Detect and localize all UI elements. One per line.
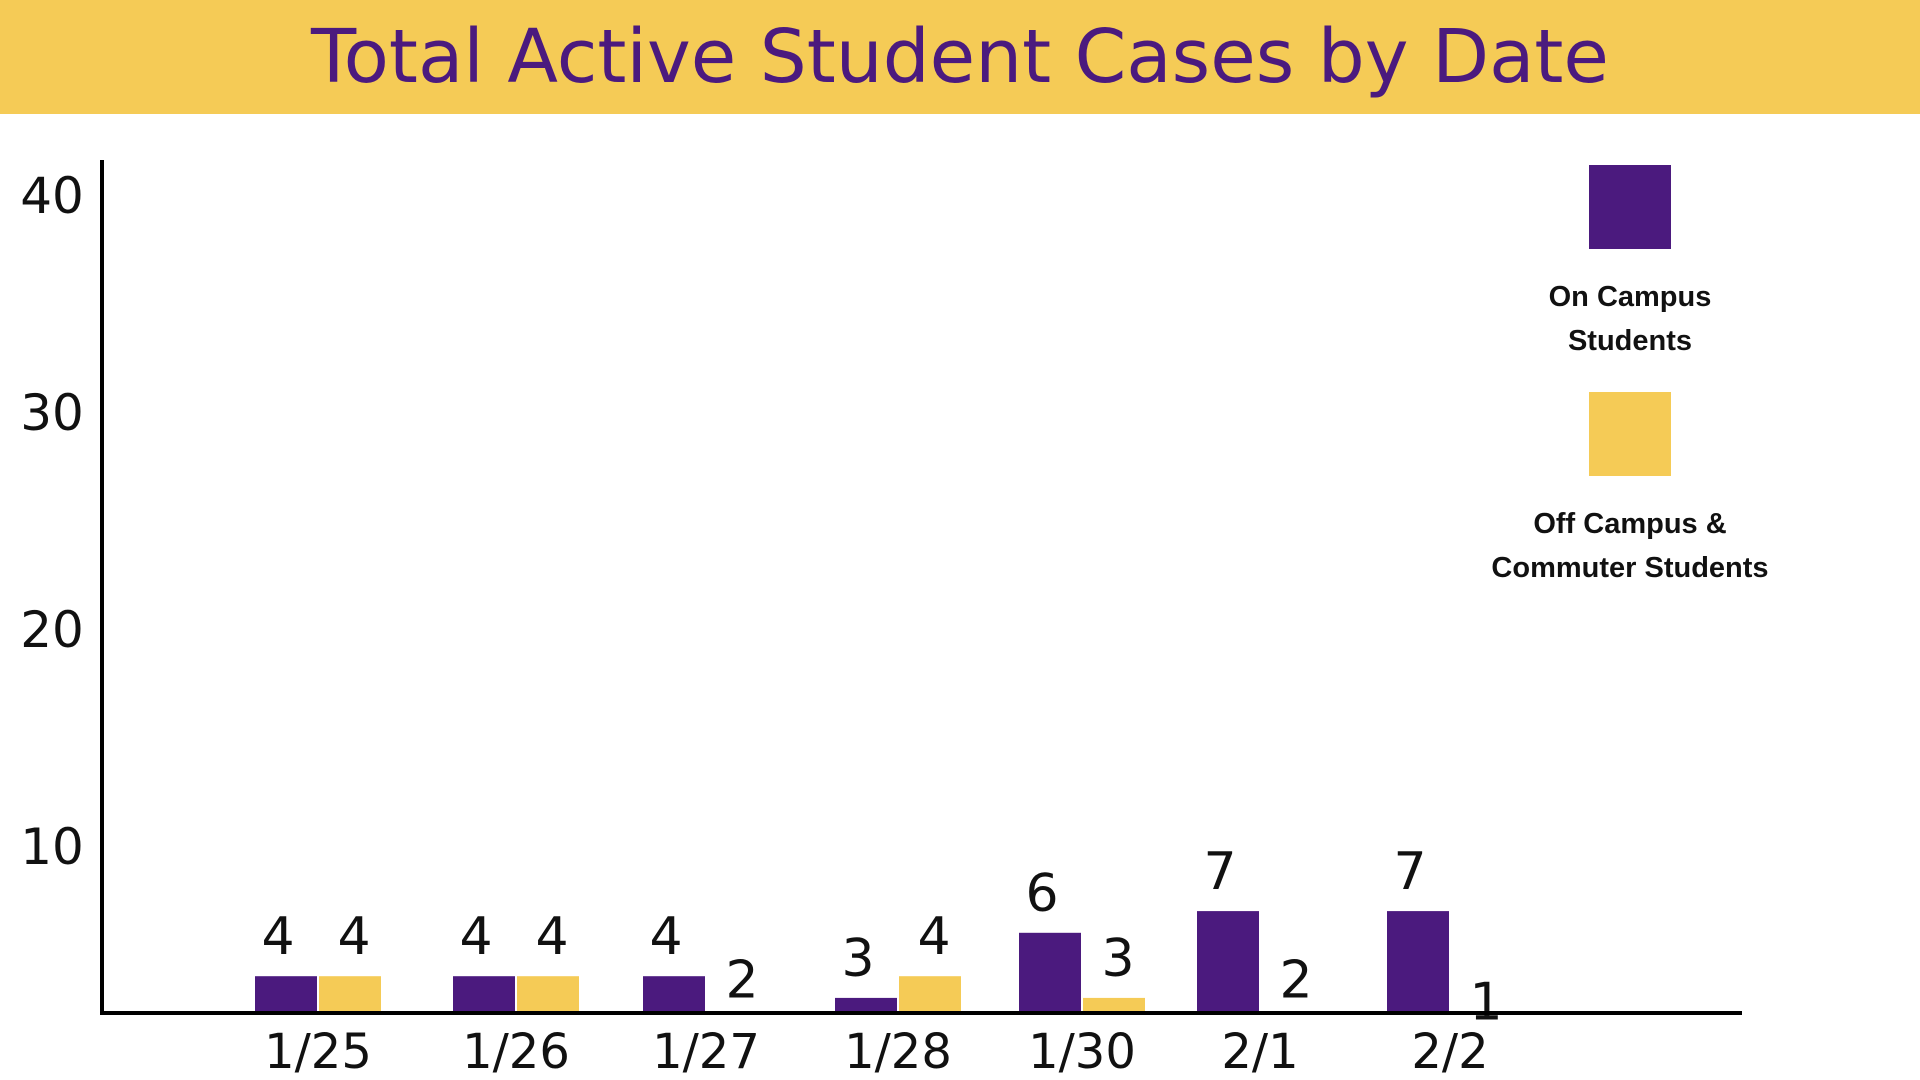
legend-swatch-off-campus — [1589, 392, 1671, 476]
y-tick-label: 10 — [20, 818, 84, 876]
legend-swatch-on-campus — [1589, 165, 1671, 249]
data-label: 4 — [649, 907, 682, 967]
title-banner: Total Active Student Cases by Date — [0, 0, 1920, 114]
data-label: 2 — [1279, 951, 1312, 1011]
legend-label-on-campus: On Campus Students — [1548, 281, 1712, 357]
x-tick-label: 1/28 — [844, 1024, 952, 1080]
data-label: 4 — [535, 907, 568, 967]
y-tick-label: 40 — [20, 167, 84, 225]
data-label: 6 — [1025, 864, 1058, 924]
data-label: 3 — [841, 929, 874, 989]
y-tick-label: 30 — [20, 384, 84, 442]
bar — [1197, 911, 1259, 1013]
bar — [643, 976, 705, 1013]
data-label: 4 — [917, 907, 950, 967]
chart-title: Total Active Student Cases by Date — [311, 14, 1609, 100]
bar — [255, 976, 317, 1013]
x-tick-label: 2/1 — [1221, 1024, 1298, 1080]
legend-label-off-campus: Off Campus & Commuter Students — [1491, 508, 1769, 584]
y-tick-label: 20 — [20, 601, 84, 659]
bar — [1083, 997, 1145, 1013]
data-label: 2 — [725, 951, 758, 1011]
bar — [835, 997, 897, 1013]
data-label: 3 — [1101, 929, 1134, 989]
bar — [319, 976, 381, 1013]
data-label: 7 — [1203, 842, 1236, 902]
legend-item-off-campus: Off Campus & Commuter Students — [1480, 392, 1780, 590]
x-tick-label: 1/26 — [462, 1024, 570, 1080]
bar — [899, 976, 961, 1013]
data-label: 1 — [1469, 972, 1502, 1032]
bar — [517, 976, 579, 1013]
bar — [453, 976, 515, 1013]
data-label: 7 — [1393, 842, 1426, 902]
x-tick-label: 2/2 — [1411, 1024, 1488, 1080]
x-tick-label: 1/30 — [1028, 1024, 1136, 1080]
bar — [1387, 911, 1449, 1013]
data-label: 4 — [337, 907, 370, 967]
data-label: 4 — [261, 907, 294, 967]
data-label: 4 — [459, 907, 492, 967]
bar — [1019, 932, 1081, 1013]
x-tick-label: 1/25 — [264, 1024, 372, 1080]
legend-item-on-campus: On Campus Students — [1480, 165, 1780, 363]
x-tick-label: 1/27 — [652, 1024, 760, 1080]
